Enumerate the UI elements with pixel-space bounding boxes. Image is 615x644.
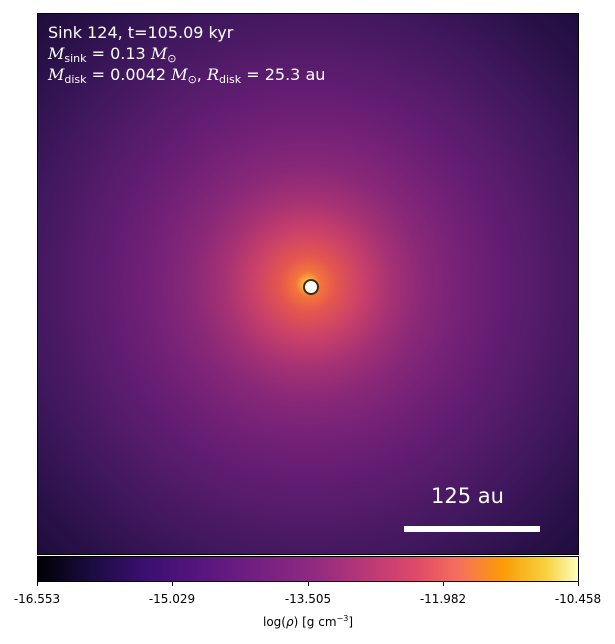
colorbar-tick [308, 582, 309, 586]
scale-bar [404, 526, 540, 532]
colorbar-tick-label: -10.458 [554, 592, 602, 606]
colorbar-tick [578, 582, 579, 586]
colorbar-tick [37, 582, 38, 586]
sink-mass-annotation: Msink = 0.13 M⊙ [48, 44, 177, 65]
sink-marker [303, 279, 319, 295]
colorbar-tick-label: -16.553 [13, 592, 61, 606]
colorbar-tick-label: -15.029 [148, 592, 196, 606]
scale-bar-label: 125 au [431, 484, 504, 508]
colorbar-tick [443, 582, 444, 586]
title-annotation: Sink 124, t=105.09 kyr [48, 23, 234, 42]
density-map: Sink 124, t=105.09 kyr Msink = 0.13 M⊙ M… [37, 13, 579, 555]
colorbar-label: log(ρ) [g cm−3] [263, 614, 353, 629]
colorbar-tick-label: -13.505 [284, 592, 332, 606]
colorbar-tick [172, 582, 173, 586]
disk-annotation: Mdisk = 0.0042 M⊙, Rdisk = 25.3 au [48, 65, 326, 86]
colorbar [37, 556, 579, 582]
colorbar-tick-label: -11.982 [419, 592, 467, 606]
